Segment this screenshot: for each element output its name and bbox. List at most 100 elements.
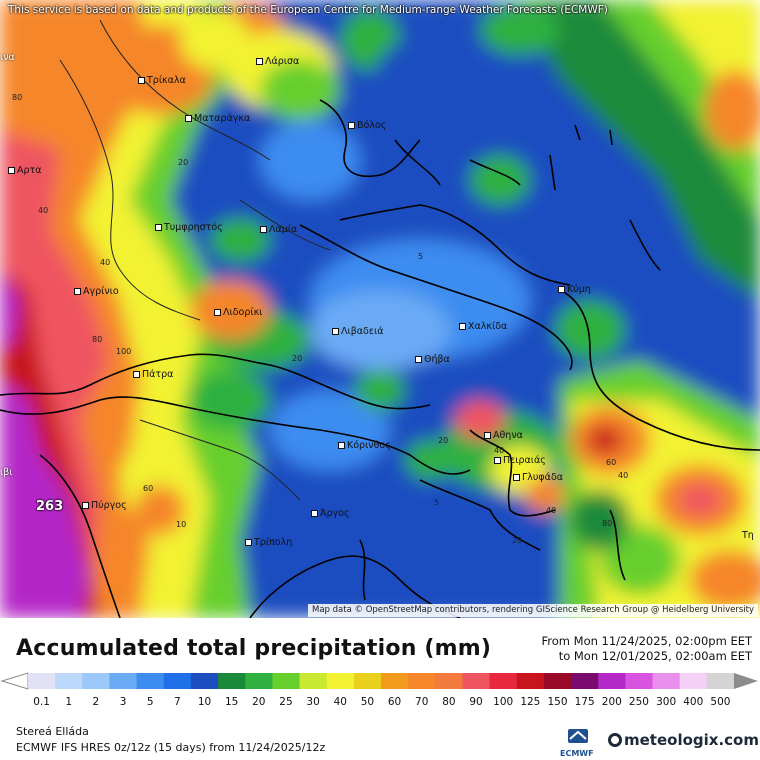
city-label: Πάτρα [133,369,173,380]
legend-swatch [326,673,355,689]
contour-label: 100 [116,347,132,356]
legend-swatch [489,673,518,689]
attribution-bottom: Map data © OpenStreetMap contributors, r… [308,604,758,617]
legend-swatch [28,673,56,689]
legend-tick-label: 5 [146,696,154,708]
legend-tick-label: 100 [493,696,514,708]
legend-tick-label: 40 [333,696,347,708]
legend-swatch [679,673,708,689]
legend-tick-label: 60 [387,696,402,708]
legend-tick-label: 0.1 [33,696,50,708]
meteologix-logo[interactable]: meteologix.com [608,731,759,749]
color-legend [0,672,758,690]
legend-swatch [462,673,491,689]
contour-label: 40 [546,506,557,515]
legend-swatch [381,673,409,689]
period-from: From Mon 11/24/2025, 02:00pm EET [541,634,753,648]
contour-label: 20 [512,536,523,545]
ecmwf-logo-text: ECMWF [560,749,594,758]
model-info: ECMWF IFS HRES 0z/12z (15 days) from 11/… [16,741,326,754]
legend-tick-label: 25 [279,696,293,708]
contour-label: 40 [494,446,505,455]
legend-swatch [435,673,463,689]
contour-label: 20 [178,158,189,167]
contour-label: 10 [176,520,187,529]
legend-arrow-left [0,672,29,690]
city-label: Ματαράγκα [185,113,250,124]
contour-label: 5 [418,252,424,261]
contour-label: 40 [618,471,629,480]
legend-arrow-right [734,673,758,689]
legend-swatch [190,673,219,689]
contour-label: 40 [100,258,111,267]
city-label: Γλυφάδα [513,472,563,483]
legend-swatch [408,673,436,689]
edge-label: ιβι [0,467,13,478]
period-range: From Mon 11/24/2025, 02:00pm EET to Mon … [542,634,753,664]
contour-label: 60 [143,484,154,493]
city-label: Τρίπολη [245,537,292,548]
legend-tick-label: 300 [656,696,677,708]
legend-tick-label: 400 [683,696,704,708]
city-label: Αρτα [8,165,42,176]
legend-tick-label: 15 [224,696,239,708]
city-label: Αγρίνιο [74,286,119,297]
ecmwf-logo [568,729,588,743]
precipitation-map[interactable]: This service is based on data and produc… [0,0,760,618]
region-name: Stereá Elláda [16,725,89,738]
legend-tick-label: 1 [65,696,73,708]
legend-swatch [55,673,83,689]
legend-tick-label: 250 [628,696,649,708]
legend-swatch [272,673,301,689]
legend-labels: 0.1 1 2 3 5 7 10 15 20 25 30 40 50 60 70 80 90 100 125 150 1… [0,696,760,710]
legend-swatch [109,673,138,689]
legend-swatch [218,673,246,689]
legend-tick-label: 7 [174,696,181,708]
legend-tick-label: 175 [574,696,595,708]
city-label: Τυμφρηστός [155,222,223,233]
city-label: Λάρισα [256,56,299,67]
city-label: Πειραιάς [494,455,546,466]
city-label: Κύμη [558,284,591,295]
contour-label: 80 [12,93,23,102]
legend-tick-label: 500 [710,696,731,708]
contour-label: 80 [602,519,613,528]
city-label: Βόλος [348,120,386,131]
legend-tick-label: 150 [547,696,568,708]
contour-label: 80 [92,335,103,344]
legend-swatch [245,673,273,689]
contour-label: 40 [38,206,49,215]
legend-swatch [571,673,599,689]
city-label: Πύργος [82,500,127,511]
city-label: Χαλκίδα [459,321,507,332]
legend-tick-label: 90 [469,696,483,708]
legend-swatch [706,673,735,689]
city-label: Λιβαδειά [332,326,383,337]
legend-swatch [353,673,382,689]
contour-label: 5 [434,498,440,507]
edge-label: ινα [0,52,15,63]
city-label: Άργος [311,508,350,519]
legend-tick-label: 200 [601,696,622,708]
legend-tick-label: 20 [252,696,266,708]
meteologix-icon [608,733,622,747]
legend-swatch [82,673,110,689]
legend-swatch [163,673,192,689]
legend-tick-label: 80 [442,696,456,708]
city-label: Θήβα [415,354,450,365]
contour-label: 20 [438,436,449,445]
legend-swatch [136,673,165,689]
city-label: Λαμία [260,224,297,235]
legend-swatch [299,673,328,689]
contour-label: 60 [606,458,617,467]
legend-swatch [598,673,626,689]
legend-swatch [652,673,681,689]
max-value-label: 263 [36,499,64,514]
period-to: to Mon 12/01/2025, 02:00am EET [558,649,752,663]
map-canvas [0,0,760,618]
legend-swatch [625,673,654,689]
legend-tick-label: 70 [415,696,429,708]
city-label: Κόρινθος [338,440,391,451]
legend-swatch [543,673,572,689]
legend-tick-label: 30 [306,696,320,708]
